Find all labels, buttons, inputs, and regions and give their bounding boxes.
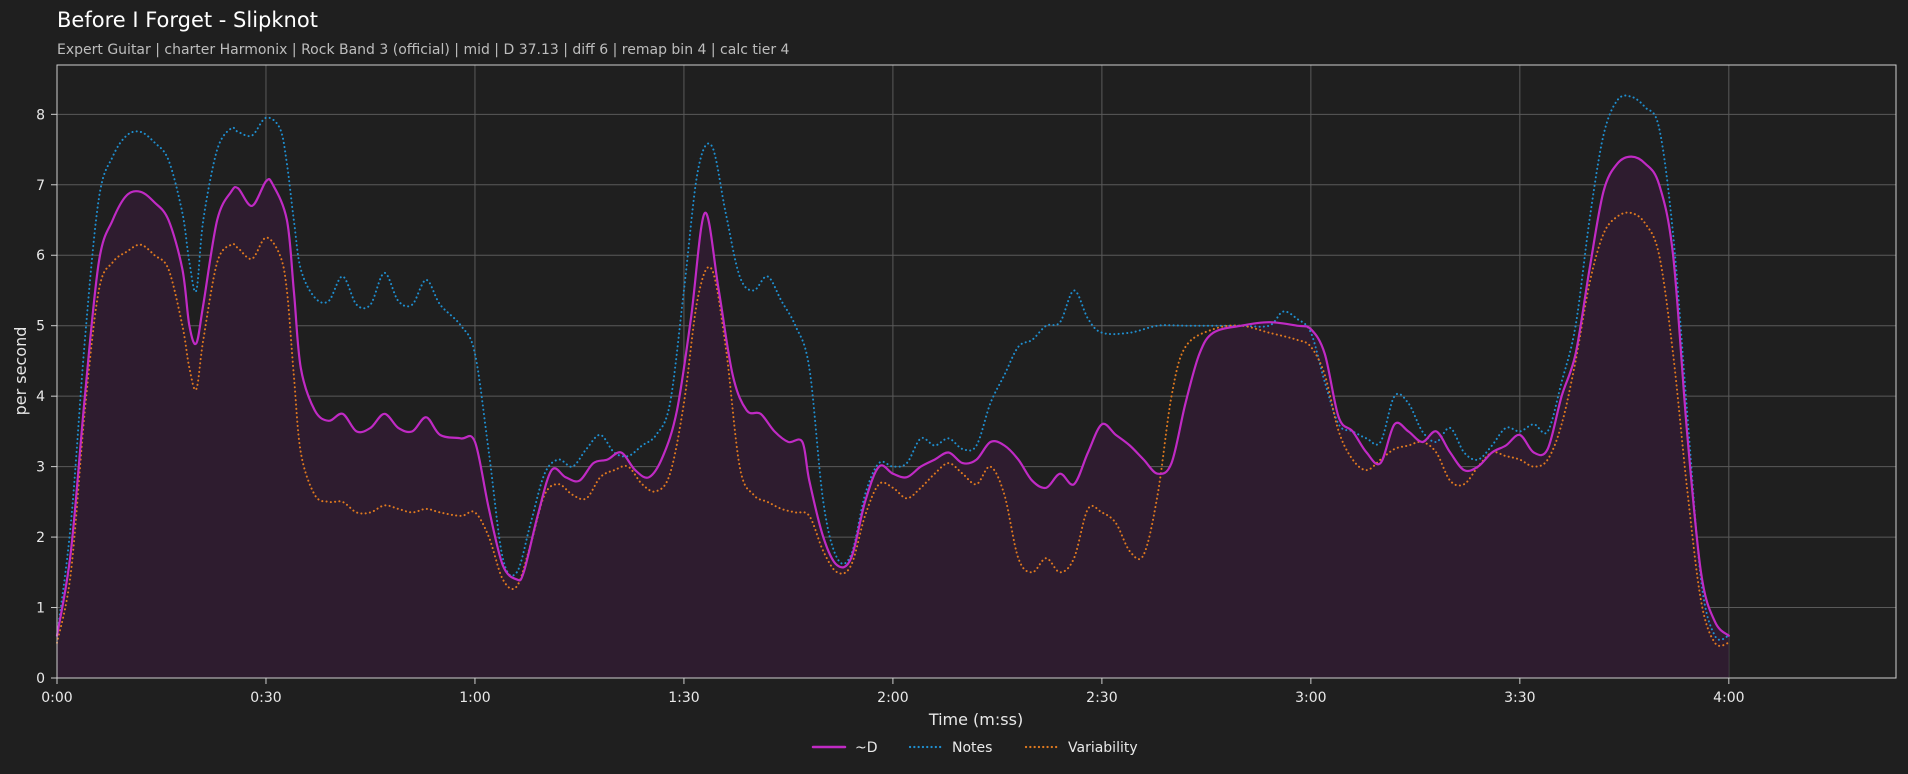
y-axis-ticks: 0 1 2 3 4 5 6 7 8 xyxy=(36,107,57,687)
series-line-d xyxy=(55,155,1730,637)
x-tick-label: 4:00 xyxy=(1713,690,1744,706)
y-axis-label: per second xyxy=(11,327,30,416)
y-tick-label: 8 xyxy=(36,107,45,123)
d-area-fill xyxy=(57,156,1729,679)
y-tick-label: 7 xyxy=(36,178,45,194)
x-tick-label: 2:30 xyxy=(1086,690,1117,706)
x-tick-label: 1:30 xyxy=(668,690,699,706)
x-tick-label: 0:30 xyxy=(250,690,281,706)
y-tick-label: 0 xyxy=(36,671,45,687)
y-tick-label: 3 xyxy=(36,460,45,476)
legend: ~D Notes Variability xyxy=(811,740,1138,756)
x-axis-label: Time (m:ss) xyxy=(928,710,1023,729)
x-tick-label: 0:00 xyxy=(41,690,72,706)
x-tick-label: 3:00 xyxy=(1295,690,1326,706)
chart-subtitle: Expert Guitar | charter Harmonix | Rock … xyxy=(57,42,790,58)
y-tick-label: 2 xyxy=(36,530,45,546)
series-lines xyxy=(55,94,1730,647)
y-tick-label: 6 xyxy=(36,248,45,264)
series-line-notes xyxy=(56,94,1730,641)
x-tick-label: 3:30 xyxy=(1504,690,1535,706)
y-tick-label: 1 xyxy=(36,601,45,617)
y-tick-label: 5 xyxy=(36,319,45,335)
legend-label: Notes xyxy=(952,740,992,756)
series-line-variability xyxy=(56,211,1730,647)
x-axis-ticks: 0:00 0:30 1:00 1:30 2:00 2:30 3:00 3:30 4:00 xyxy=(41,678,1745,706)
y-tick-label: 4 xyxy=(36,389,45,405)
x-tick-label: 2:00 xyxy=(877,690,908,706)
chart-title: Before I Forget - Slipknot xyxy=(57,8,318,32)
plot-frame xyxy=(56,64,1897,679)
plot-area xyxy=(55,64,1897,679)
legend-label: Variability xyxy=(1068,740,1138,756)
x-tick-label: 1:00 xyxy=(459,690,490,706)
legend-label: ~D xyxy=(855,740,878,756)
d-area xyxy=(57,156,1729,679)
